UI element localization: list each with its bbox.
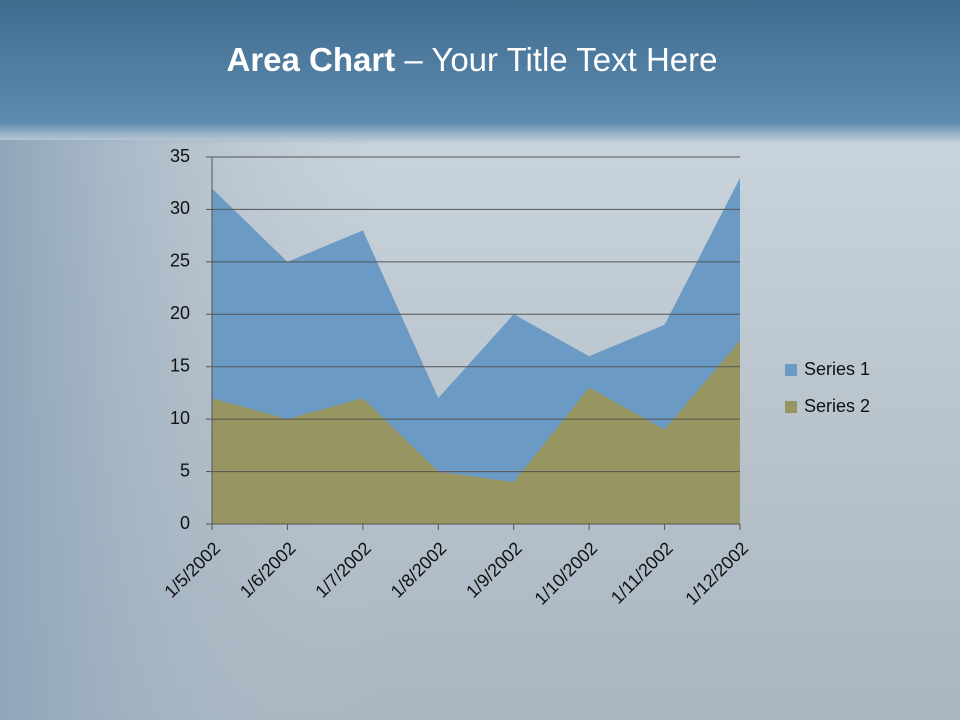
y-tick-label: 20 bbox=[170, 303, 190, 323]
legend-swatch bbox=[785, 364, 797, 376]
chart-title: Area Chart – Your Title Text Here bbox=[227, 41, 718, 78]
legend-label: Series 1 bbox=[804, 359, 870, 379]
y-tick-label: 25 bbox=[170, 251, 190, 271]
y-tick-label: 15 bbox=[170, 355, 190, 375]
y-tick-label: 0 bbox=[180, 513, 190, 533]
area bbox=[212, 340, 740, 524]
title-bold: Area Chart bbox=[227, 41, 396, 78]
y-tick-label: 5 bbox=[180, 460, 190, 480]
legend-swatch bbox=[785, 401, 797, 413]
y-tick-label: 10 bbox=[170, 408, 190, 428]
legend-label: Series 2 bbox=[804, 396, 870, 416]
y-tick-label: 35 bbox=[170, 146, 190, 166]
title-rest: – Your Title Text Here bbox=[404, 41, 717, 78]
y-tick-label: 30 bbox=[170, 198, 190, 218]
